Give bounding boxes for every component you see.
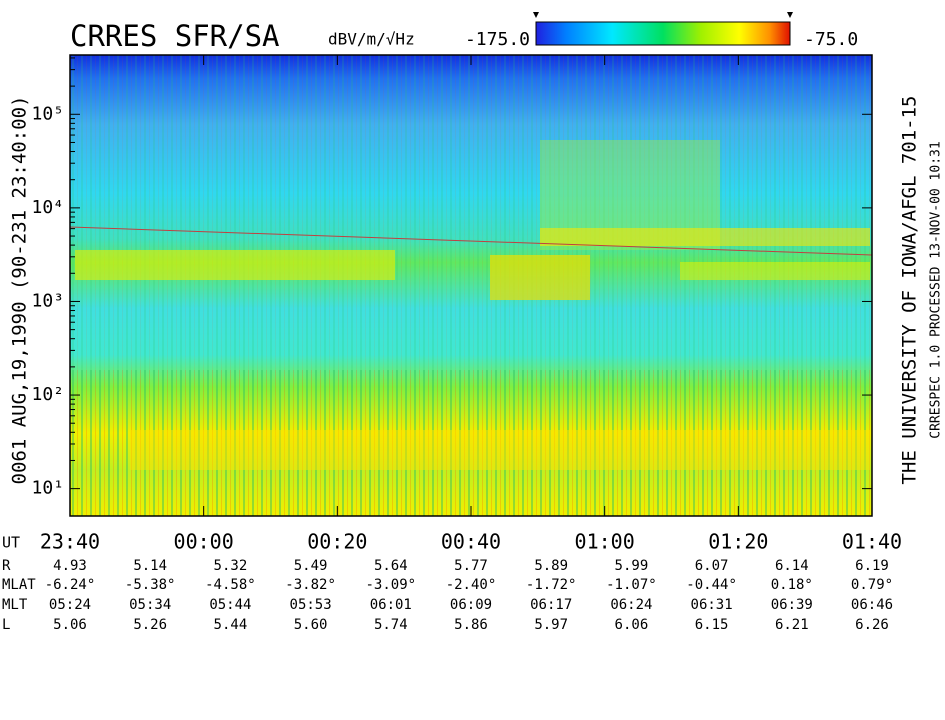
- ephemeris-value: 06:46: [851, 597, 893, 613]
- y-tick-label: 10⁴: [31, 197, 64, 218]
- chart-title: CRRES SFR/SA: [70, 19, 280, 53]
- ephemeris-value: 5.99: [615, 558, 649, 574]
- colorbar: [535, 21, 791, 46]
- x-tick-label: 00:20: [307, 530, 367, 554]
- ephemeris-value: 6.06: [615, 617, 649, 633]
- colorbar-tick: [533, 12, 539, 18]
- ephemeris-value: 5.89: [534, 558, 568, 574]
- ephemeris-value: 06:39: [771, 597, 813, 613]
- ephemeris-value: 6.14: [775, 558, 809, 574]
- ephemeris-value: -4.58°: [205, 577, 256, 593]
- ephemeris-value: -6.24°: [45, 577, 96, 593]
- x-tick-label: 01:20: [708, 530, 768, 554]
- ephemeris-value: -3.09°: [366, 577, 417, 593]
- x-tick-label: 01:40: [842, 530, 902, 554]
- ephemeris-value: 5.74: [374, 617, 408, 633]
- ephemeris-row-label: MLT: [2, 597, 28, 613]
- ephemeris-value: 6.07: [695, 558, 729, 574]
- x-tick-label: 23:40: [40, 530, 100, 554]
- ephemeris-value: 5.77: [454, 558, 488, 574]
- left-label: 0061 AUG,19,1990 (90-231 23:40:00): [9, 96, 31, 485]
- ephemeris-value: 0.18°: [771, 577, 813, 593]
- y-tick-label: 10⁵: [31, 103, 64, 124]
- ephemeris-value: 5.14: [133, 558, 167, 574]
- ephemeris-value: 06:31: [691, 597, 733, 613]
- ephemeris-value: 5.60: [294, 617, 328, 633]
- ephemeris-value: 5.26: [133, 617, 167, 633]
- ephemeris-value: 05:24: [49, 597, 91, 613]
- right-small-label: CRRESPEC 1.0 PROCESSED 13-NOV-00 10:31: [929, 141, 944, 438]
- ephemeris-value: 5.06: [53, 617, 87, 633]
- spectrogram: [69, 55, 873, 516]
- ephemeris-value: 05:44: [209, 597, 251, 613]
- ephemeris-value: 06:17: [530, 597, 572, 613]
- ephemeris-value: 6.19: [855, 558, 889, 574]
- ephemeris-value: 05:53: [290, 597, 332, 613]
- ephemeris-value: 5.49: [294, 558, 328, 574]
- ephemeris-value: 6.15: [695, 617, 729, 633]
- ephemeris-value: 4.93: [53, 558, 87, 574]
- ephemeris-value: 6.21: [775, 617, 809, 633]
- ephemeris-value: 5.64: [374, 558, 408, 574]
- ephemeris-value: 5.32: [214, 558, 248, 574]
- ephemeris-value: 5.86: [454, 617, 488, 633]
- ephemeris-value: 5.97: [534, 617, 568, 633]
- ephemeris-value: 05:34: [129, 597, 171, 613]
- ephemeris-row-label: MLAT: [2, 577, 36, 593]
- colorbar-units: dBV/m/√Hz: [328, 30, 415, 49]
- ephemeris-value: 06:01: [370, 597, 412, 613]
- x-tick-label: 01:00: [575, 530, 635, 554]
- ephemeris-value: 06:09: [450, 597, 492, 613]
- ephemeris-value: -5.38°: [125, 577, 176, 593]
- ephemeris-row-label: L: [2, 617, 10, 633]
- x-tick-label: 00:00: [174, 530, 234, 554]
- x-tick-label: 00:40: [441, 530, 501, 554]
- ephemeris-value: -2.40°: [446, 577, 497, 593]
- ephemeris-value: 06:24: [610, 597, 652, 613]
- y-tick-label: 10¹: [31, 478, 64, 499]
- ephemeris-value: -3.82°: [285, 577, 336, 593]
- ephemeris-value: -1.72°: [526, 577, 577, 593]
- y-tick-label: 10²: [31, 384, 64, 405]
- ephemeris-value: 5.44: [214, 617, 248, 633]
- colorbar-tick: [787, 12, 793, 18]
- ephemeris-value: 6.26: [855, 617, 889, 633]
- y-tick-label: 10³: [31, 290, 64, 311]
- colorbar-tick-label: -75.0: [804, 29, 858, 50]
- x-row-label: UT: [2, 534, 20, 552]
- ephemeris-value: -1.07°: [606, 577, 657, 593]
- right-label: THE UNIVERSITY OF IOWA/AFGL 701-15: [899, 96, 921, 485]
- ephemeris-value: -0.44°: [686, 577, 737, 593]
- ephemeris-value: 0.79°: [851, 577, 893, 593]
- ephemeris-row-label: R: [2, 558, 11, 574]
- colorbar-tick-label: -175.0: [465, 29, 530, 50]
